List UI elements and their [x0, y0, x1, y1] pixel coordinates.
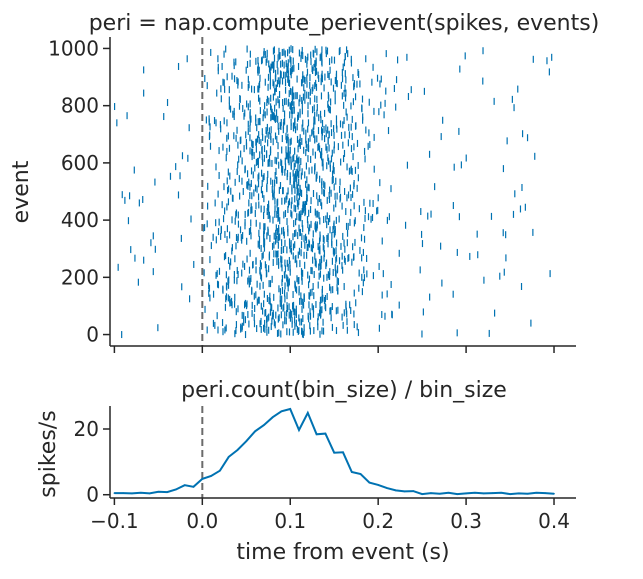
psth-data-point [474, 491, 476, 494]
psth-data-point [307, 412, 309, 414]
psth-data-point [298, 429, 300, 431]
psth-data-point [210, 475, 212, 477]
psth-xtick-label: 0.3 [450, 509, 482, 533]
psth-data-point [236, 449, 239, 451]
psth-data-point [526, 492, 529, 495]
psth-data-point [183, 484, 186, 486]
raster-spikes [113, 45, 553, 339]
psth-points [113, 408, 555, 495]
psth-data-point [157, 490, 160, 493]
psth-data-point [465, 492, 467, 495]
psth-data-point [421, 493, 423, 495]
raster-ytick-label: 200 [61, 265, 99, 289]
psth-xtick-label: −0.1 [90, 509, 139, 533]
psth-xtick-label: 0.4 [538, 509, 570, 533]
psth-data-point [518, 492, 520, 495]
psth-panel: peri.count(bin_size) / bin_size spikes/s… [36, 378, 576, 565]
psth-xtick-label: 0.2 [362, 509, 394, 533]
psth-data-point [553, 492, 555, 495]
psth-data-point [438, 492, 441, 495]
psth-ticks: 0 20 −0.1 0.0 0.1 0.2 0.3 0.4 [74, 417, 570, 533]
psth-data-point [394, 489, 397, 492]
raster-ytick-label: 400 [61, 208, 99, 232]
raster-ticks: 0 200 400 600 800 1000 [48, 36, 555, 353]
psth-data-point [482, 492, 485, 495]
psth-data-point [122, 492, 124, 494]
psth-data-point [201, 478, 204, 480]
psth-data-point [350, 471, 353, 473]
psth-data-point [289, 408, 292, 410]
psth-data-point [324, 432, 327, 435]
raster-ytick-label: 600 [61, 151, 99, 175]
psth-data-point [430, 492, 432, 494]
raster-ytick-label: 0 [86, 323, 99, 347]
psth-data-point [280, 410, 283, 413]
raster-ylabel: event [9, 160, 34, 223]
raster-ytick-label: 800 [61, 94, 99, 118]
psth-data-point [192, 486, 195, 488]
psth-data-point [544, 492, 547, 494]
psth-data-point [368, 481, 371, 484]
psth-data-point [342, 451, 344, 454]
psth-data-point [500, 491, 503, 494]
psth-data-point [491, 492, 494, 494]
psth-data-point [535, 491, 538, 494]
psth-data-point [447, 491, 450, 494]
psth-data-point [456, 493, 459, 495]
psth-data-point [245, 440, 248, 442]
psth-data-point [227, 456, 230, 458]
raster-panel: peri = nap.compute_perievent(spikes, eve… [9, 11, 599, 353]
psth-data-point [386, 487, 388, 489]
psth-xtick-label: 0.1 [274, 509, 306, 533]
psth-data-point [333, 451, 336, 454]
psth-title: peri.count(bin_size) / bin_size [181, 378, 507, 403]
psth-ytick-label: 0 [86, 483, 99, 507]
psth-data-point [315, 433, 318, 436]
psth-xlabel: time from event (s) [236, 540, 449, 565]
psth-series-line [114, 407, 555, 496]
psth-data-point [403, 490, 406, 493]
psth-data-point [254, 430, 256, 433]
psth-data-point [166, 491, 168, 493]
raster-title: peri = nap.compute_perievent(spikes, eve… [89, 11, 600, 36]
psth-data-point [412, 490, 415, 492]
psth-data-point [377, 484, 379, 486]
psth-data-point [131, 492, 133, 495]
psth-data-point [263, 424, 265, 426]
psth-data-point [175, 488, 177, 491]
psth-data-point [113, 492, 116, 494]
psth-data-point [509, 493, 511, 495]
psth-ylabel: spikes/s [36, 410, 61, 497]
psth-ytick-label: 20 [74, 417, 99, 441]
psth-xtick-label: 0.0 [186, 509, 218, 533]
psth-data-point [359, 473, 362, 475]
psth-data-point [148, 492, 151, 495]
psth-data-point [219, 469, 221, 472]
psth-data-point [271, 416, 274, 418]
raster-ytick-label: 1000 [48, 36, 99, 60]
psth-data-point [139, 491, 142, 494]
